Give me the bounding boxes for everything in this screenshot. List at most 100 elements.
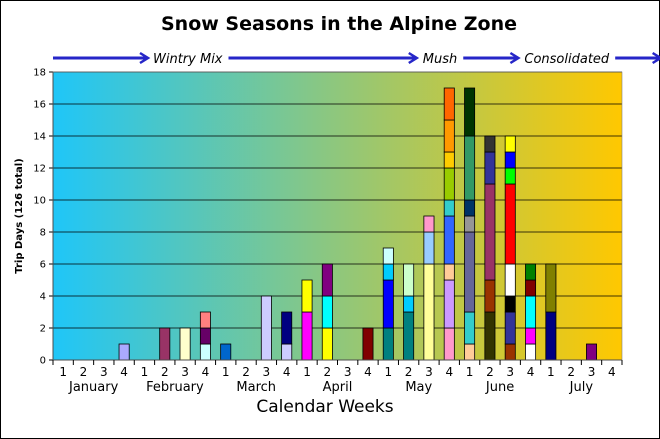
week-label: 1: [547, 365, 555, 379]
bar-segment: [464, 343, 476, 361]
bar-segment: [321, 295, 333, 329]
y-tick-label: 16: [33, 100, 46, 111]
bar-segment: [382, 263, 394, 281]
bar-segment: [281, 343, 293, 361]
week-label: 4: [120, 365, 128, 379]
week-label: 3: [344, 365, 352, 379]
bar-segment: [525, 295, 537, 329]
plot-area: [53, 72, 622, 360]
month-label: January: [68, 380, 119, 395]
bar-segment: [199, 327, 211, 345]
week-label: 3: [100, 365, 108, 379]
bar-segment: [525, 327, 537, 345]
bar-segment: [484, 151, 496, 185]
bar-segment: [443, 263, 455, 281]
phase-arrow-head: [651, 51, 660, 65]
bar-segment: [301, 311, 313, 361]
bar-segment: [504, 295, 516, 313]
bar-segment: [464, 135, 476, 201]
bar-segment: [382, 327, 394, 361]
bar-segment: [504, 183, 516, 265]
bar-segment: [281, 311, 293, 345]
bar-segment: [586, 343, 597, 361]
phase-arrow-head: [139, 51, 151, 65]
bar-segment: [525, 343, 537, 361]
bar-segment: [362, 327, 374, 361]
week-label: 1: [141, 365, 149, 379]
phase-arrows: Wintry MixMushConsolidatedPatchy: [53, 51, 660, 67]
week-label: 3: [263, 365, 271, 379]
bar-segment: [525, 263, 537, 281]
bar-segment: [321, 263, 333, 297]
bar-segment: [220, 343, 232, 361]
phase-label: Consolidated: [524, 52, 610, 67]
week-label: 2: [567, 365, 575, 379]
week-label: 2: [80, 365, 88, 379]
y-axis-label: Trip Days (126 total): [14, 158, 25, 274]
month-label: March: [236, 380, 276, 395]
week-label: 3: [425, 365, 433, 379]
week-label: 1: [222, 365, 230, 379]
y-tick-label: 6: [40, 260, 46, 271]
bar-segment: [525, 279, 537, 297]
bar-segment: [443, 327, 455, 361]
bar-segment: [484, 279, 496, 313]
bar-segment: [464, 215, 476, 233]
bar-segment: [443, 87, 455, 121]
week-label: 2: [242, 365, 250, 379]
bar-segment: [403, 311, 415, 361]
bar-segment: [504, 167, 516, 185]
month-label: June: [485, 380, 514, 395]
bar-segment: [484, 135, 496, 153]
bar-segment: [443, 279, 455, 329]
bar-segment: [443, 215, 455, 265]
week-label: 2: [161, 365, 169, 379]
bar-segment: [545, 263, 557, 313]
bar-segment: [403, 263, 415, 297]
phase-arrow-head: [509, 51, 521, 65]
bar-segment: [464, 311, 476, 345]
week-label: 3: [506, 365, 514, 379]
month-label: May: [405, 380, 432, 395]
x-axis-label: Calendar Weeks: [256, 397, 393, 417]
bar-segment: [484, 311, 496, 361]
week-label: 1: [466, 365, 474, 379]
bar-segment: [443, 151, 455, 169]
bar-segment: [159, 327, 171, 361]
bar-segment: [382, 247, 394, 265]
bar-segment: [504, 263, 516, 297]
phase-label: Wintry Mix: [153, 52, 223, 67]
week-label: 1: [59, 365, 67, 379]
bar-segment: [504, 311, 516, 345]
bar-segment: [301, 279, 313, 313]
bar-segment: [504, 151, 516, 169]
bar-segment: [423, 215, 435, 233]
bar-segment: [321, 327, 333, 361]
chart-title: Snow Seasons in the Alpine Zone: [161, 13, 517, 35]
week-label: 4: [364, 365, 372, 379]
week-label: 2: [324, 365, 332, 379]
bar-segment: [199, 311, 211, 329]
bar-segment: [464, 87, 476, 137]
week-label: 4: [527, 365, 535, 379]
bar-segment: [199, 343, 211, 361]
bar-segment: [260, 295, 272, 361]
week-label: 3: [588, 365, 596, 379]
y-tick-label: 0: [40, 356, 46, 367]
bar-segment: [504, 135, 516, 153]
bar-segment: [403, 295, 415, 313]
bar-segment: [179, 327, 191, 361]
bar-segment: [423, 263, 435, 361]
bar-segment: [504, 343, 516, 361]
bar-segment: [545, 311, 557, 361]
week-label: 4: [283, 365, 291, 379]
bar-segment: [443, 167, 455, 201]
month-label: April: [323, 380, 353, 395]
phase-label: Mush: [423, 52, 457, 67]
week-label: 1: [384, 365, 392, 379]
bar-segment: [484, 183, 496, 281]
y-tick-label: 14: [33, 132, 46, 143]
bar-segment: [423, 231, 435, 265]
month-label: February: [146, 380, 204, 395]
